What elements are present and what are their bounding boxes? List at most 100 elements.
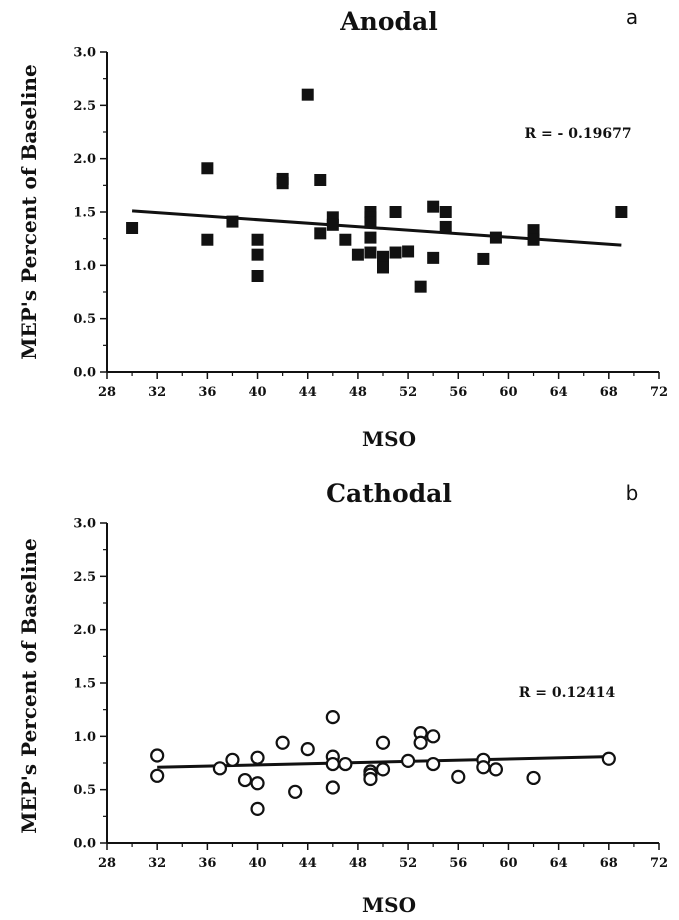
x-tick-label: 60 — [499, 856, 517, 871]
data-point — [251, 233, 264, 246]
y-tick-label: 1.5 — [73, 677, 96, 692]
y-tick-label: 2.5 — [73, 570, 96, 585]
data-point — [338, 756, 353, 772]
data-point — [325, 780, 340, 795]
correlation-annotation: R = - 0.19677 — [524, 126, 631, 142]
correlation-annotation: R = 0.12414 — [519, 685, 616, 701]
data-point — [288, 784, 303, 799]
data-point — [427, 200, 440, 213]
x-tick-label: 28 — [98, 385, 116, 400]
x-tick-label: 52 — [399, 856, 417, 871]
data-point — [375, 735, 391, 750]
x-tick-label: 44 — [299, 856, 317, 871]
chart-cathodal: Cathodal b MSO MEP's Percent of Baseline… — [17, 479, 668, 917]
x-tick-label: 68 — [600, 385, 618, 400]
data-point — [275, 735, 290, 750]
data-point — [426, 729, 441, 744]
y-tick-label: 3.0 — [73, 517, 96, 532]
data-point — [251, 248, 264, 261]
chart-title: Cathodal — [326, 479, 452, 508]
data-point — [212, 761, 228, 776]
data-point — [427, 251, 440, 264]
x-tick-label: 40 — [248, 856, 266, 871]
data-point — [126, 222, 139, 234]
regression-line — [131, 209, 622, 247]
x-tick-label: 36 — [198, 385, 216, 400]
data-point — [364, 216, 377, 229]
data-point — [226, 215, 239, 228]
chart-panel-anodal: Anodal a MSO MEP's Percent of Baseline R… — [17, 5, 668, 451]
x-tick-label: 48 — [349, 385, 367, 400]
data-point — [339, 233, 352, 246]
data-point — [300, 742, 315, 757]
data-point — [400, 753, 416, 768]
data-point — [201, 162, 214, 175]
plot-area: 0.0 0.5 1.0 1.5 2.0 2.5 3.0 28 32 36 40 44 48 52 56 60 6… — [73, 46, 668, 401]
data-point — [250, 776, 265, 791]
data-point — [314, 227, 327, 240]
y-tick-label: 1.0 — [73, 259, 96, 274]
data-point — [314, 174, 327, 186]
x-tick-label: 28 — [98, 856, 116, 871]
x-tick-label: 32 — [148, 856, 166, 871]
data-point — [150, 748, 165, 763]
x-axis-title: MSO — [362, 893, 416, 917]
data-point — [426, 756, 441, 772]
data-point — [351, 248, 364, 261]
x-tick-label: 64 — [550, 856, 568, 871]
y-tick-label: 0.5 — [73, 312, 96, 327]
data-point — [364, 231, 377, 244]
data-point — [363, 771, 378, 787]
data-point — [439, 220, 452, 233]
x-tick-label: 72 — [650, 856, 668, 871]
data-point — [439, 206, 452, 218]
x-tick-label: 40 — [248, 385, 266, 400]
data-point — [489, 231, 502, 244]
y-tick-label: 1.5 — [73, 206, 96, 221]
data-point — [377, 261, 389, 274]
y-axis-title: MEP's Percent of Baseline — [17, 538, 41, 833]
x-tick-label: 52 — [399, 385, 417, 400]
data-point — [225, 752, 240, 767]
data-point — [377, 250, 389, 263]
data-point — [150, 768, 165, 783]
y-tick-label: 0.0 — [73, 366, 96, 381]
data-point — [389, 206, 402, 218]
data-point — [389, 246, 402, 259]
y-tick-label: 2.0 — [73, 152, 96, 167]
panel-label: a — [626, 5, 638, 29]
plot-area: 0.0 0.5 1.0 1.5 2.0 2.5 3.0 28 32 36 40 44 48 52 56 60 6… — [73, 517, 668, 872]
data-point — [301, 88, 314, 101]
x-tick-label: 36 — [198, 856, 216, 871]
x-tick-label: 32 — [148, 385, 166, 400]
data-point — [402, 245, 415, 258]
data-point — [364, 246, 377, 259]
x-tick-label: 44 — [299, 385, 317, 400]
panel-label: b — [626, 481, 639, 505]
data-point — [527, 233, 540, 246]
chart-anodal: Anodal a MSO MEP's Percent of Baseline R… — [17, 5, 668, 451]
chart-title: Anodal — [339, 7, 437, 36]
data-point — [250, 750, 265, 765]
y-tick-label: 0.5 — [73, 783, 96, 798]
x-axis-title: MSO — [362, 427, 416, 451]
data-point — [325, 756, 340, 772]
data-point — [476, 760, 491, 775]
data-point — [201, 233, 214, 246]
data-point — [488, 762, 504, 777]
data-point — [615, 206, 628, 218]
x-tick-label: 60 — [499, 385, 517, 400]
y-tick-label: 3.0 — [73, 46, 96, 61]
data-point — [413, 735, 428, 750]
data-point — [526, 770, 541, 786]
chart-panel-cathodal: Cathodal b MSO MEP's Percent of Baseline… — [0, 460, 679, 920]
data-point — [414, 280, 427, 293]
y-tick-label: 2.5 — [73, 99, 96, 114]
y-tick-label: 1.0 — [73, 730, 96, 745]
x-tick-label: 48 — [349, 856, 367, 871]
y-axis-title: MEP's Percent of Baseline — [17, 64, 41, 359]
data-point — [601, 751, 616, 766]
data-point — [251, 270, 264, 282]
data-point — [325, 710, 340, 725]
data-point — [250, 801, 265, 816]
